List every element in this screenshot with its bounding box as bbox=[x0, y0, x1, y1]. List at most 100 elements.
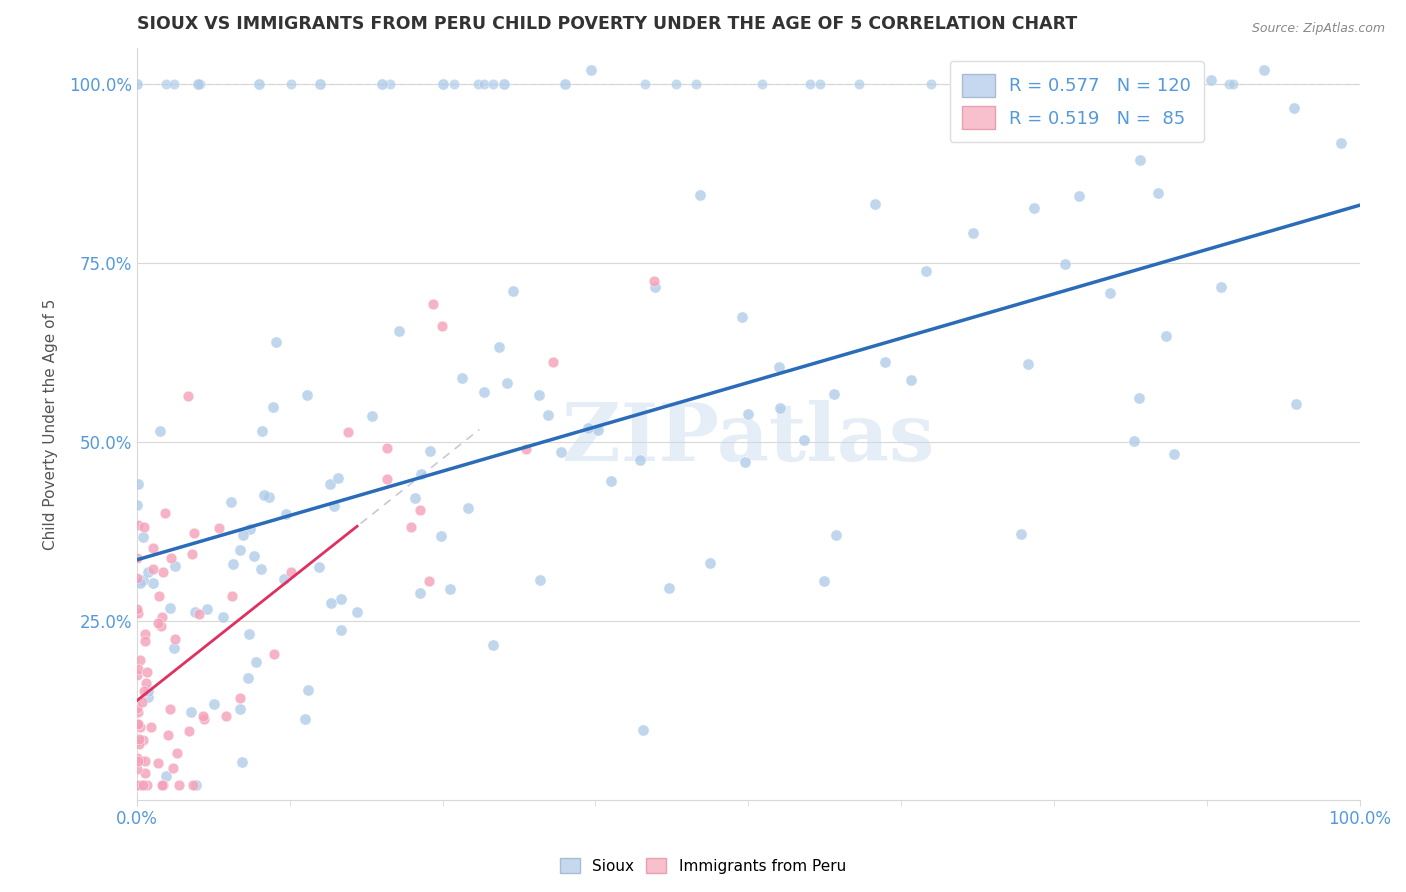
Point bbox=[457, 500, 479, 515]
Point bbox=[245, 655, 267, 669]
Point bbox=[387, 324, 409, 338]
Point bbox=[153, 507, 176, 521]
Text: Source: ZipAtlas.com: Source: ZipAtlas.com bbox=[1251, 22, 1385, 36]
Point bbox=[482, 638, 505, 652]
Point bbox=[409, 502, 432, 516]
Point bbox=[450, 371, 472, 385]
Point bbox=[685, 77, 707, 91]
Point bbox=[404, 491, 426, 505]
Point bbox=[973, 77, 995, 91]
Point bbox=[127, 662, 149, 676]
Point bbox=[422, 296, 444, 310]
Point bbox=[231, 755, 253, 769]
Point bbox=[228, 702, 250, 716]
Point bbox=[135, 676, 157, 690]
Point bbox=[136, 690, 159, 705]
Point bbox=[813, 574, 835, 589]
Point bbox=[502, 284, 524, 298]
Point bbox=[346, 606, 368, 620]
Point bbox=[132, 520, 155, 534]
Point bbox=[127, 750, 149, 764]
Point bbox=[361, 409, 384, 423]
Point bbox=[628, 453, 651, 467]
Point bbox=[162, 77, 184, 91]
Point bbox=[127, 778, 149, 792]
Point bbox=[537, 408, 560, 422]
Point bbox=[193, 712, 215, 726]
Point bbox=[1329, 136, 1351, 150]
Point bbox=[1209, 279, 1232, 293]
Point bbox=[274, 507, 297, 521]
Point bbox=[401, 520, 423, 534]
Point bbox=[134, 634, 156, 648]
Point bbox=[127, 606, 149, 620]
Point bbox=[952, 77, 974, 91]
Point bbox=[127, 778, 149, 792]
Point bbox=[136, 565, 159, 579]
Point bbox=[166, 746, 188, 760]
Point bbox=[127, 705, 149, 719]
Point bbox=[799, 77, 821, 91]
Point bbox=[136, 683, 159, 698]
Point bbox=[127, 717, 149, 731]
Point bbox=[409, 467, 432, 481]
Point bbox=[920, 77, 942, 91]
Point bbox=[127, 754, 149, 768]
Point bbox=[294, 712, 316, 726]
Point bbox=[263, 400, 285, 414]
Point bbox=[443, 77, 465, 91]
Point bbox=[751, 77, 773, 91]
Point bbox=[211, 610, 233, 624]
Point bbox=[146, 756, 169, 770]
Point bbox=[243, 549, 266, 563]
Point bbox=[1123, 434, 1146, 448]
Point bbox=[238, 522, 260, 536]
Point bbox=[734, 455, 756, 469]
Point bbox=[769, 401, 792, 415]
Point bbox=[131, 695, 153, 709]
Point bbox=[657, 582, 679, 596]
Point bbox=[180, 547, 202, 561]
Point bbox=[665, 77, 688, 91]
Point bbox=[823, 387, 845, 401]
Point bbox=[221, 558, 243, 572]
Point bbox=[273, 573, 295, 587]
Point bbox=[554, 77, 576, 91]
Point bbox=[1054, 257, 1077, 271]
Point bbox=[1218, 77, 1240, 91]
Point bbox=[900, 373, 922, 387]
Point bbox=[370, 77, 392, 91]
Point bbox=[250, 562, 273, 576]
Point bbox=[875, 355, 897, 369]
Point bbox=[430, 319, 453, 334]
Point bbox=[731, 310, 754, 325]
Point bbox=[1010, 527, 1032, 541]
Point bbox=[318, 476, 340, 491]
Point bbox=[162, 761, 184, 775]
Point bbox=[689, 188, 711, 202]
Point bbox=[375, 441, 398, 455]
Point bbox=[127, 602, 149, 616]
Point bbox=[215, 709, 238, 723]
Point bbox=[149, 619, 172, 633]
Point bbox=[132, 778, 155, 792]
Point bbox=[1022, 201, 1045, 215]
Point bbox=[152, 778, 174, 792]
Point bbox=[127, 668, 149, 682]
Point bbox=[576, 421, 599, 435]
Point bbox=[184, 605, 207, 619]
Point bbox=[529, 573, 551, 587]
Point bbox=[193, 709, 215, 723]
Point bbox=[915, 263, 938, 277]
Point bbox=[1163, 447, 1185, 461]
Point bbox=[127, 778, 149, 792]
Point bbox=[481, 77, 503, 91]
Point bbox=[136, 778, 159, 792]
Point bbox=[1199, 73, 1222, 87]
Point bbox=[180, 705, 202, 719]
Point bbox=[127, 701, 149, 715]
Point bbox=[128, 576, 150, 591]
Point bbox=[492, 77, 515, 91]
Point bbox=[128, 653, 150, 667]
Point bbox=[165, 558, 187, 573]
